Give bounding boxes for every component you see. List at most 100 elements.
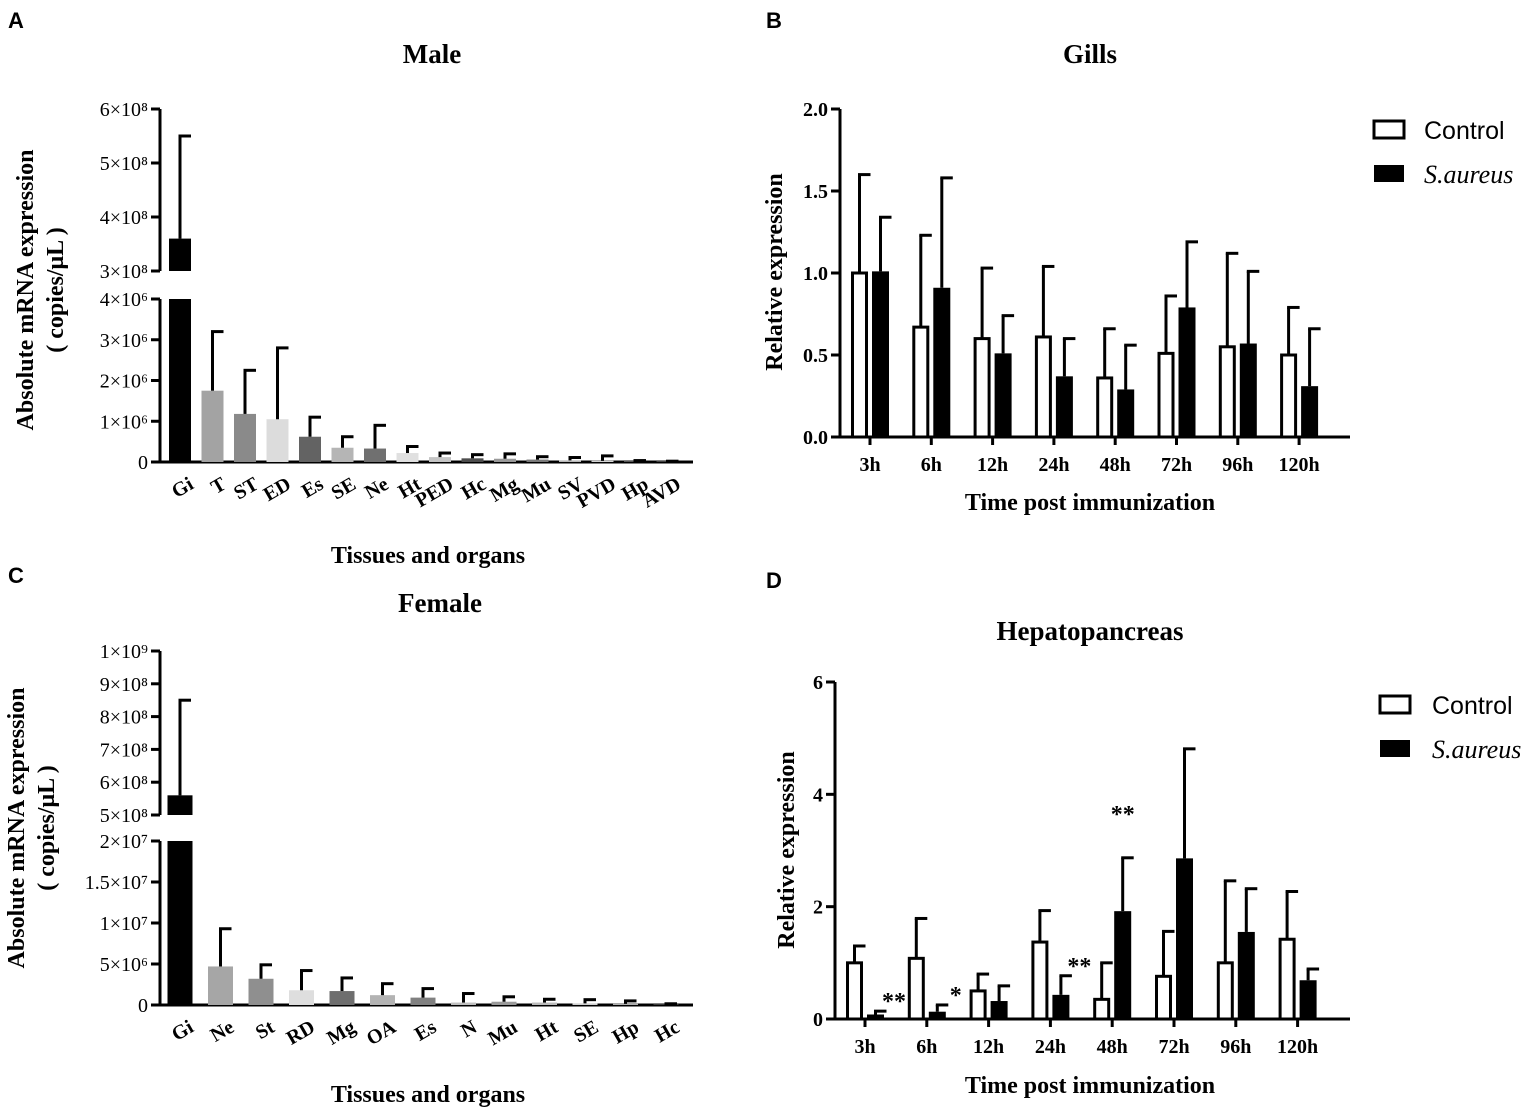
chart-b-bar-control-120h [1280,353,1298,439]
chart-a-ytick-label: 1×10⁶ [100,411,148,433]
chart-a-bar-Mg [494,458,516,462]
chart-d-ytick-label: 6 [813,672,823,694]
chart-b-ytick-label: 1.0 [803,263,828,285]
legend-control-swatch [1372,119,1406,140]
chart-a-xtick-label: PED [412,473,458,512]
chart-c-ytick-label: 5×10⁸ [100,805,148,827]
legend-control-label: Control [1424,117,1505,145]
chart-d-title: Hepatopancreas [997,616,1184,646]
panel-label-d: D [766,568,782,593]
chart-c-ytick-label: 9×10⁸ [100,674,148,696]
chart-c-bar-Mg [329,991,355,1005]
chart-d-bar-saureus-3h [867,1014,884,1019]
chart-d-bar-control-12h [969,989,987,1021]
chart-b-ytick-label: 1.5 [803,181,828,203]
chart-b-bar-saureus-3h [872,271,889,437]
legend-control-swatch [1378,694,1412,715]
chart-b-ytick-label: 0.0 [803,427,828,449]
chart-d-ylabel: Relative expression [774,751,800,949]
chart-a-bar-PED [429,457,451,462]
chart-c-bar-Gi-lower [167,841,193,1005]
panel-label-c: C [8,563,24,588]
chart-d-xtick-label: 96h [1220,1036,1251,1058]
panel-label-b: B [766,8,782,33]
chart-c-xtick-label: Ht [532,1016,563,1046]
chart-b-bar-saureus-96h [1239,343,1257,437]
chart-d-ytick-label: 2 [813,897,823,919]
chart-c-xtick-label: N [457,1016,481,1043]
chart-b-ytick-label: 2.0 [803,99,828,121]
chart-c-bar-OA [370,995,395,1005]
legend-control-label: Control [1432,692,1513,720]
chart-d-ytick-label: 0 [813,1009,823,1031]
chart-d-xtick-label: 6h [916,1036,937,1058]
chart-a-bar-Gi [169,238,191,271]
chart-marks: 0 1×10⁶ 2×10⁶ 3×10⁶ 4×10⁶ 3×10⁸ 4×10⁸ 5×10⁸ 6×10… [85,99,1350,1058]
chart-d-bar-control-6h [907,956,925,1021]
chart-a-bar-PVD [591,460,614,462]
chart-b-bar-saureus-6h [933,287,951,437]
chart-c-ytick-label: 5×10⁶ [100,954,148,976]
legend-treated-swatch [1374,165,1404,182]
chart-c-xtick-label: SE [570,1016,602,1047]
chart-a-ytick-label: 4×10⁶ [100,289,148,311]
legend-treated-label: S.aureus [1432,735,1521,764]
chart-d-xlabel: Time post immunization [965,1073,1215,1099]
chart-a-ytick-label: 4×10⁸ [100,207,148,229]
chart-a-ytick-label: 6×10⁸ [100,99,148,121]
chart-d-bar-saureus-120h [1299,980,1317,1019]
chart-a-bar-SE [331,447,354,462]
chart-a-xtick-label: Hc [458,473,490,504]
chart-c-xtick-label: Hp [609,1016,643,1048]
chart-b-bar-control-3h [851,271,868,439]
chart-c-ytick-label: 0 [138,995,148,1017]
chart-d-xtick-label: 120h [1277,1036,1318,1058]
chart-a-bar-Es [299,436,321,462]
chart-a-bar-Ht [396,453,419,462]
chart-c-ytick-label: 1.5×10⁷ [85,872,148,894]
legend-treated-label: S.aureus [1424,160,1513,189]
panel-label-a: A [8,8,24,33]
chart-c-bar-Ht [532,1002,557,1005]
chart-c-ytick-label: 1×10⁷ [100,913,148,935]
chart-c-xtick-label: Mg [323,1016,359,1049]
chart-d-bar-saureus-6h [928,1011,946,1019]
chart-a-bar-SV [559,460,581,462]
chart-c-ylabel-line1: Absolute mRNA expression [4,688,30,969]
chart-d-bar-saureus-72h [1176,858,1193,1019]
chart-c-ytick-label: 1×10⁹ [100,641,148,663]
chart-a-xtick-label: PVD [573,473,620,513]
chart-c-ytick-label: 7×10⁸ [100,739,148,761]
chart-b-bar-control-24h [1034,335,1052,439]
chart-b-bar-control-48h [1096,376,1114,439]
chart-c-xtick-label: Mu [484,1016,521,1050]
chart-b-xtick-label: 12h [977,454,1008,476]
chart-d-bar-saureus-48h [1114,911,1132,1019]
chart-d-xtick-label: 12h [973,1036,1004,1058]
chart-d-bar-control-48h [1093,997,1111,1021]
chart-c-bar-RD [289,990,314,1005]
chart-a-ylabel-line1: Absolute mRNA expression [13,150,39,431]
chart-c-xtick-label: Gi [168,1016,198,1046]
chart-d-bar-control-24h [1031,940,1049,1021]
chart-b-ylabel: Relative expression [762,173,788,371]
chart-d-bar-control-96h [1216,961,1234,1021]
chart-b-xtick-label: 96h [1222,454,1253,476]
chart-d-xtick-label: 48h [1097,1036,1128,1058]
chart-b-bar-saureus-48h [1117,389,1135,437]
chart-b-xtick-label: 6h [921,454,942,476]
chart-b-xlabel: Time post immunization [965,490,1215,516]
chart-b-xtick-label: 72h [1161,454,1192,476]
chart-a-xtick-label: ST [230,473,263,505]
chart-d-bar-saureus-24h [1052,994,1070,1019]
chart-d-significance-label: ** [882,989,906,1015]
chart-b-ytick-label: 0.5 [803,345,828,367]
chart-d-xtick-label: 72h [1158,1036,1189,1058]
chart-a-bar-Hc [461,458,484,462]
chart-b-xtick-label: 120h [1279,454,1320,476]
chart-a-xtick-label: ED [260,473,295,506]
chart-c-xtick-label: Hc [651,1016,683,1047]
chart-c-ytick-label: 6×10⁸ [100,772,148,794]
chart-a-xtick-label: SE [328,473,360,504]
